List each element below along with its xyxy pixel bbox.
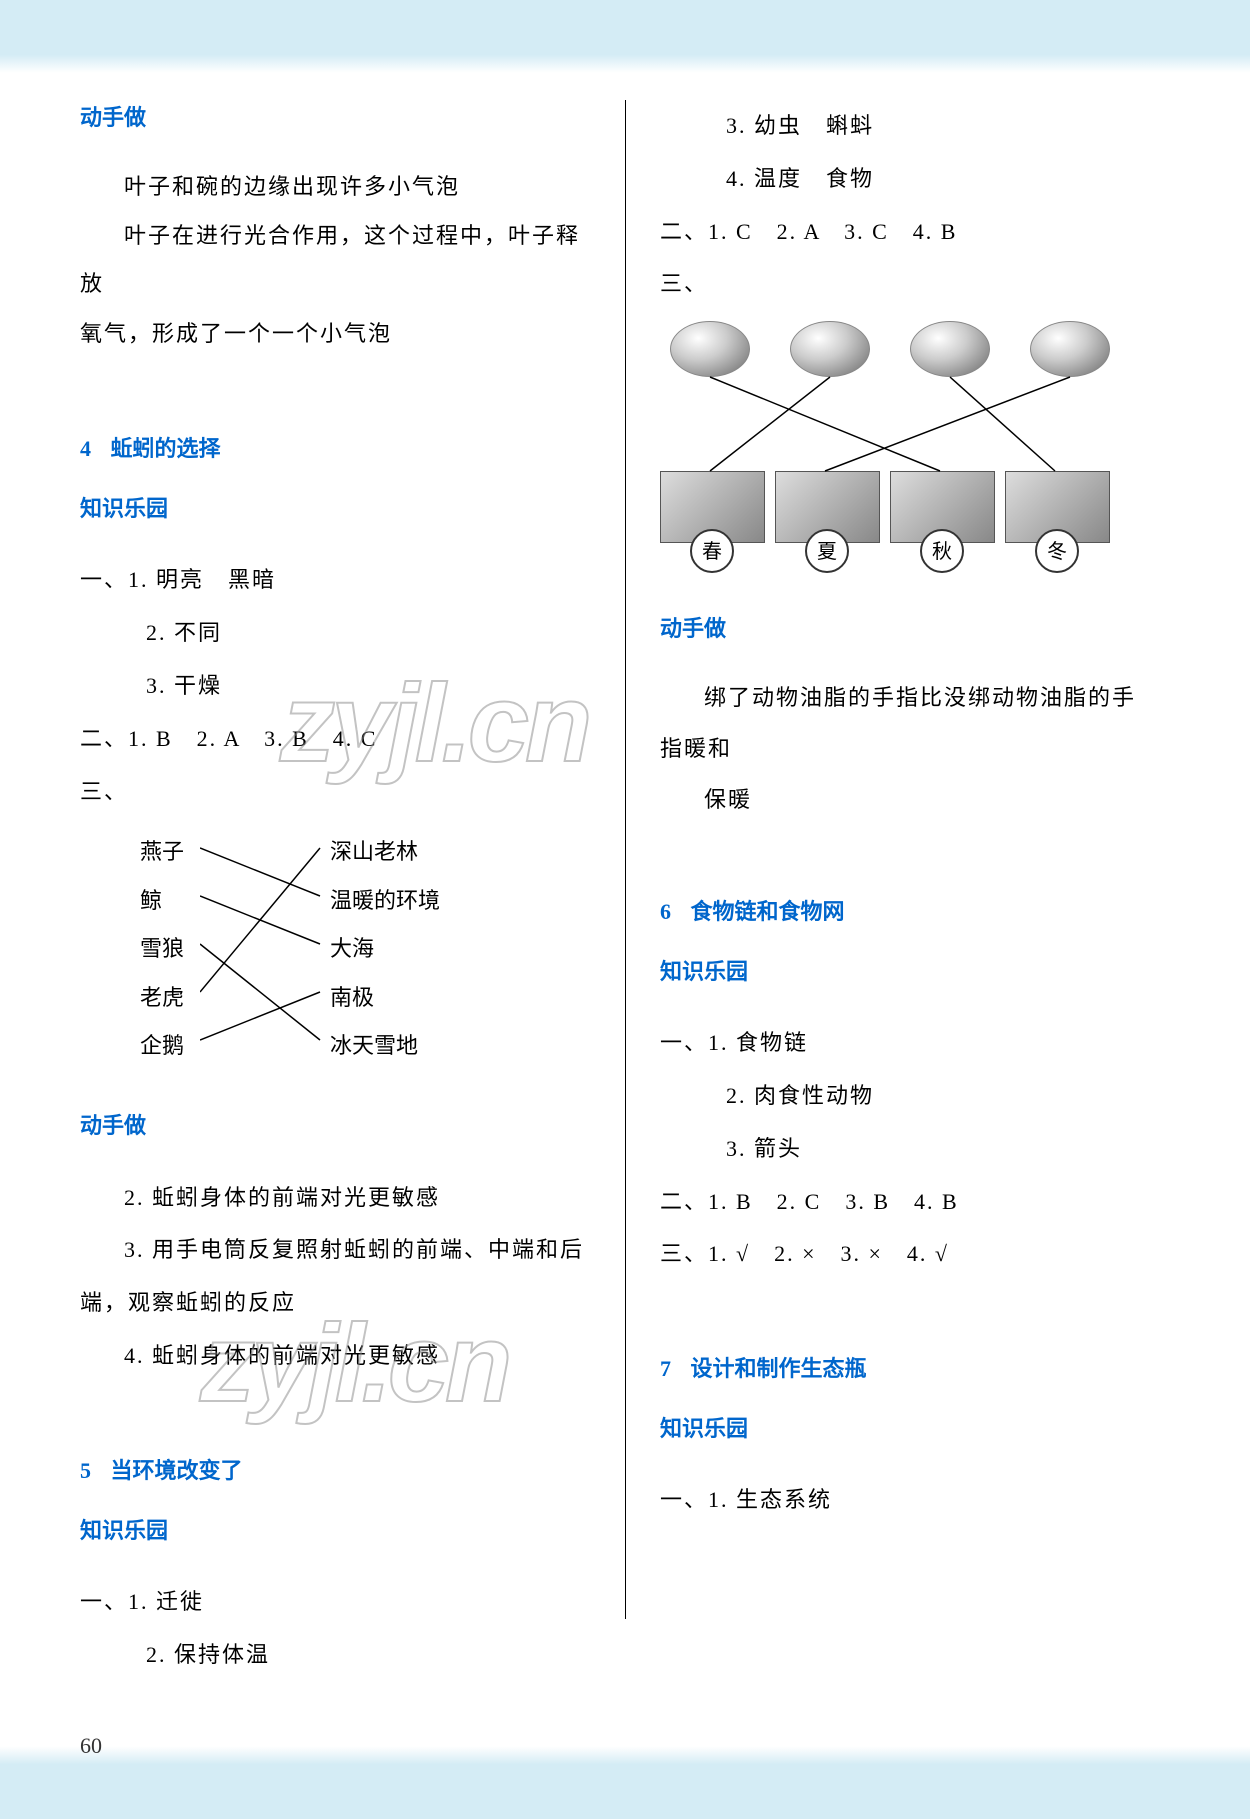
answer-label: 一、1. [80,567,149,592]
season-diagram: 春 夏 秋 冬 [660,321,1180,581]
answer-label: 三、 [80,766,600,819]
answer-label: 三、 [660,258,1180,311]
answer-item: 2. 肉食性动物 [660,1070,1180,1123]
paragraph: 绑了动物油脂的手指比没绑动物油脂的手 [660,674,1180,722]
answer-text: 明亮 黑暗 [156,567,276,592]
answer-item: 4. 温度 食物 [660,153,1180,206]
answer-item: 2. 不同 [80,607,600,660]
section-number: 5 [80,1458,91,1483]
left-column: 动手做 叶子和碗的边缘出现许多小气泡 叶子在进行光合作用，这个过程中，叶子释放 … [80,100,630,1681]
answer-row: 三、1. √ 2. × 3. × 4. √ [660,1228,1180,1281]
answer-item: 4. 蚯蚓身体的前端对光更敏感 [80,1330,600,1383]
answer-item: 一、1. 生态系统 [660,1474,1180,1527]
heading-knowledge: 知识乐园 [80,1513,600,1548]
answer-item: 2. 蚯蚓身体的前端对光更敏感 [80,1172,600,1225]
section-7-heading: 7 设计和制作生态瓶 [660,1351,1180,1383]
answer-row: 二、1. C 2. A 3. C 4. B [660,206,1180,259]
answer-text: 食物链 [736,1030,808,1055]
match-right-item: 温暖的环境 [330,877,440,925]
answer-row: 二、1. B 2. A 3. B 4. C [80,713,600,766]
page-number: 60 [80,1733,102,1759]
answer-item: 3. 用手电筒反复照射蚯蚓的前端、中端和后 [80,1224,600,1277]
match-left-item: 老虎 [140,974,184,1022]
section-5-heading: 5 当环境改变了 [80,1453,600,1485]
paragraph: 氧气，形成了一个一个小气泡 [80,308,600,361]
match-left-item: 燕子 [140,828,184,876]
heading-knowledge: 知识乐园 [660,954,1180,989]
answer-text: 生态系统 [736,1487,832,1512]
matching-lines [200,836,330,1076]
section-number: 7 [660,1356,671,1381]
page-content: 动手做 叶子和碗的边缘出现许多小气泡 叶子在进行光合作用，这个过程中，叶子释放 … [0,0,1250,1741]
answer-item: 一、1. 明亮 黑暗 [80,554,600,607]
section-title: 食物链和食物网 [691,899,845,924]
paragraph: 叶子和碗的边缘出现许多小气泡 [80,163,600,211]
paragraph: 保暖 [660,776,1180,824]
paragraph: 叶子在进行光合作用，这个过程中，叶子释放 [80,212,600,309]
right-column: 3. 幼虫 蝌蚪 4. 温度 食物 二、1. C 2. A 3. C 4. B … [630,100,1180,1681]
matching-diagram: 燕子 鲸 雪狼 老虎 企鹅 深山老林 温暖的环境 大海 南极 冰天雪地 [140,828,600,1088]
section-4-heading: 4 蚯蚓的选择 [80,431,600,463]
answer-row: 二、1. B 2. C 3. B 4. B [660,1176,1180,1229]
match-left-item: 企鹅 [140,1022,184,1070]
answer-item: 一、1. 食物链 [660,1017,1180,1070]
section-6-heading: 6 食物链和食物网 [660,894,1180,926]
answer-item: 3. 干燥 [80,660,600,713]
answer-item: 一、1. 迁徙 [80,1576,600,1629]
match-left-item: 鲸 [140,877,184,925]
answer-item: 端，观察蚯蚓的反应 [80,1277,600,1330]
heading-practice: 动手做 [80,1108,600,1143]
section-number: 6 [660,899,671,924]
match-right-item: 冰天雪地 [330,1022,440,1070]
heading-knowledge: 知识乐园 [660,1411,1180,1446]
heading-knowledge: 知识乐园 [80,491,600,526]
heading-practice: 动手做 [660,611,1180,646]
heading-practice: 动手做 [80,100,600,135]
answer-label: 一、1. [660,1487,729,1512]
match-left-item: 雪狼 [140,925,184,973]
answer-label: 一、1. [660,1030,729,1055]
section-title: 设计和制作生态瓶 [691,1356,867,1381]
answer-item: 3. 幼虫 蝌蚪 [660,100,1180,153]
answer-text: 迁徙 [156,1589,204,1614]
match-right-item: 南极 [330,974,440,1022]
answer-label: 一、1. [80,1589,149,1614]
section-title: 蚯蚓的选择 [111,436,221,461]
paragraph: 指暖和 [660,723,1180,776]
section-number: 4 [80,436,91,461]
answer-item: 3. 箭头 [660,1123,1180,1176]
match-right-item: 大海 [330,925,440,973]
answer-item: 2. 保持体温 [80,1629,600,1682]
season-lines [660,321,1180,581]
match-right-item: 深山老林 [330,828,440,876]
section-title: 当环境改变了 [111,1458,243,1483]
